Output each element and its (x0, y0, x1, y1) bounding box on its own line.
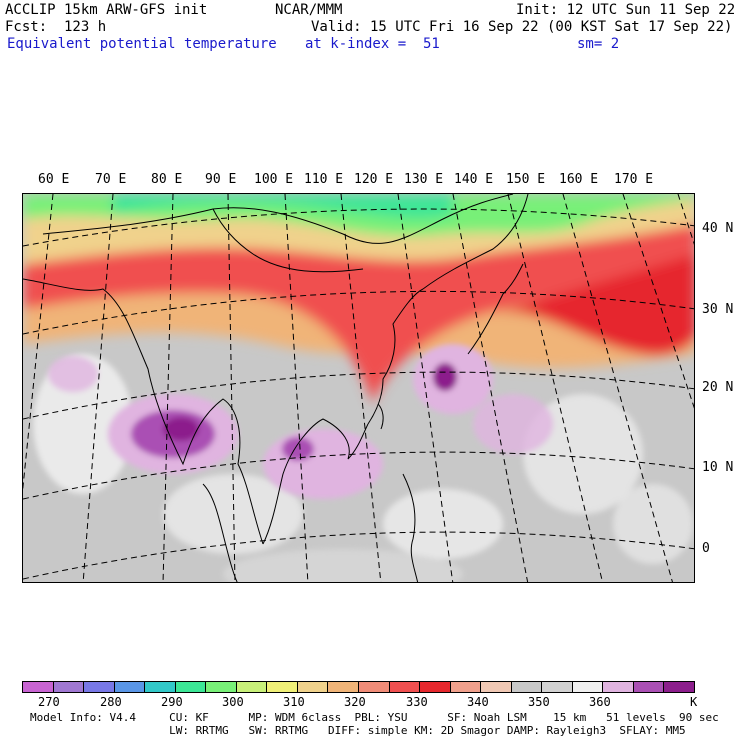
colorbar-swatch (542, 682, 573, 692)
colorbar-swatch (84, 682, 115, 692)
colorbar-swatch (420, 682, 451, 692)
lon-label: 160 E (559, 172, 599, 187)
model-title: ACCLIP 15km ARW-GFS init (5, 2, 208, 18)
lat-label: 20 N (702, 380, 734, 395)
colorbar-swatch (603, 682, 634, 692)
lon-label: 120 E (354, 172, 394, 187)
colorbar-swatch (145, 682, 176, 692)
colorbar-tick: 350 (528, 695, 550, 709)
colorbar-tick: 340 (467, 695, 489, 709)
colorbar-swatch (389, 682, 421, 692)
colorbar-tick: 280 (100, 695, 122, 709)
colorbar-swatch (511, 682, 543, 692)
lon-label: 110 E (304, 172, 344, 187)
colorbar-tick: 270 (38, 695, 60, 709)
colorbar-tick: 300 (222, 695, 244, 709)
lat-label: 10 N (702, 460, 734, 475)
forecast-hour: Fcst: 123 h (5, 19, 107, 35)
colorbar-swatch (236, 682, 268, 692)
lon-label: 140 E (454, 172, 494, 187)
lon-label: 90 E (205, 172, 237, 187)
colorbar-tick: 320 (344, 695, 366, 709)
colorbar-swatch (175, 682, 207, 692)
lon-label: 150 E (506, 172, 546, 187)
level-index: at k-index = 51 (305, 36, 440, 52)
colorbar-swatch (53, 682, 85, 692)
lat-label: 30 N (702, 302, 734, 317)
lon-label: 130 E (404, 172, 444, 187)
colorbar-swatch (114, 682, 146, 692)
colorbar-swatch (359, 682, 390, 692)
colorbar-tick: 360 (589, 695, 611, 709)
colorbar-swatch (633, 682, 665, 692)
organization: NCAR/MMM (275, 2, 343, 18)
colorbar-swatch (206, 682, 237, 692)
lat-label: 0 (702, 541, 710, 556)
map-field (23, 194, 694, 582)
colorbar-swatch (23, 682, 54, 692)
map-panel (22, 193, 695, 583)
init-time: Init: 12 UTC Sun 11 Sep 22 (516, 2, 736, 18)
colorbar (22, 681, 695, 693)
smoothing: sm= 2 (577, 36, 620, 52)
valid-time: Valid: 15 UTC Fri 16 Sep 22 (00 KST Sat … (311, 19, 733, 35)
lon-label: 100 E (254, 172, 294, 187)
colorbar-unit: K (690, 695, 698, 709)
lon-label: 80 E (151, 172, 183, 187)
colorbar-swatch (481, 682, 512, 692)
model-info-line2: LW: RRTMG SW: RRTMG DIFF: simple KM: 2D … (30, 724, 686, 737)
colorbar-swatch (664, 682, 695, 692)
colorbar-swatch (328, 682, 360, 692)
lon-label: 60 E (38, 172, 70, 187)
colorbar-swatch (297, 682, 329, 692)
colorbar-swatch (572, 682, 604, 692)
colorbar-tick: 330 (406, 695, 428, 709)
lat-label: 40 N (702, 221, 734, 236)
colorbar-tick: 310 (283, 695, 305, 709)
colorbar-swatch (267, 682, 298, 692)
lon-label: 170 E (614, 172, 654, 187)
colorbar-swatch (450, 682, 482, 692)
colorbar-tick: 290 (161, 695, 183, 709)
lon-label: 70 E (95, 172, 127, 187)
model-info-line1: Model Info: V4.4 CU: KF MP: WDM 6class P… (30, 711, 719, 724)
field-name: Equivalent potential temperature (7, 36, 277, 52)
